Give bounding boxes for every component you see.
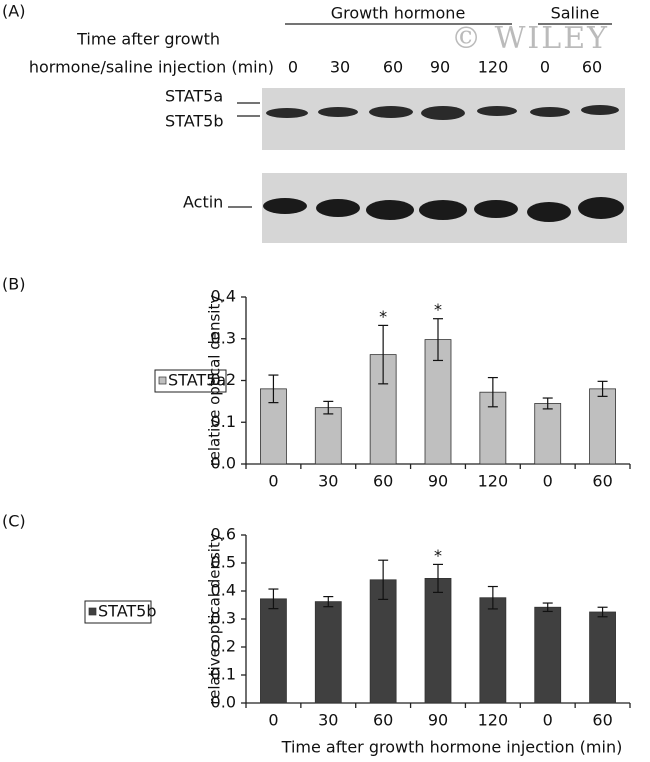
significance-mark: *	[434, 300, 442, 319]
bar	[314, 601, 342, 704]
legend-box	[154, 369, 227, 393]
x-tick-label: 90	[428, 472, 448, 491]
x-tick-label: 90	[428, 711, 448, 730]
error-bar	[487, 376, 498, 408]
lane-label: 60	[582, 58, 602, 77]
x-tick-label: 30	[318, 472, 338, 491]
bar	[314, 407, 342, 465]
legend-label: STAT5a	[168, 371, 226, 390]
error-bar	[487, 585, 498, 610]
band-label: Actin	[183, 193, 223, 212]
x-axis-label: Time after growth hormone injection (min…	[281, 738, 623, 757]
error-bar	[323, 595, 334, 608]
error-bar	[597, 606, 608, 618]
error-bar	[323, 400, 334, 415]
error-bar	[597, 380, 608, 397]
bar	[534, 606, 562, 704]
bar	[369, 579, 397, 704]
y-tick-label: 0.4	[211, 581, 236, 600]
y-tick-label: 0.1	[211, 412, 236, 431]
band-label: STAT5b	[165, 112, 224, 131]
lane-label: 120	[478, 58, 509, 77]
bar	[589, 388, 616, 465]
y-axis-label: relative optical density	[206, 295, 224, 467]
y-tick-label: 0.0	[211, 693, 236, 712]
bar	[424, 578, 452, 704]
legend-swatch	[88, 607, 97, 616]
y-tick-label: 0.4	[211, 287, 236, 306]
lane-label: 90	[430, 58, 450, 77]
error-bar	[433, 318, 443, 362]
x-tick-label: 0	[543, 711, 553, 730]
blot-bands	[266, 105, 619, 120]
x-tick-label: 120	[478, 711, 509, 730]
y-tick-label: 0.3	[211, 328, 236, 347]
y-tick-label: 0.1	[211, 665, 236, 684]
y-tick-label: 0.6	[211, 525, 236, 544]
bar	[260, 598, 287, 704]
x-tick-label: 60	[592, 711, 612, 730]
lane-label: 60	[383, 58, 403, 77]
group-label: Growth hormone	[331, 4, 466, 23]
time-label: hormone/saline injection (min)	[29, 58, 274, 77]
bar	[589, 611, 616, 704]
x-tick-label: 30	[318, 711, 338, 730]
y-tick-label: 0.5	[211, 553, 236, 572]
legend-swatch	[158, 376, 167, 385]
error-bar	[268, 588, 279, 610]
x-tick-label: 0	[543, 472, 553, 491]
panel-label: (B)	[2, 275, 25, 294]
legend-box	[84, 600, 152, 624]
group-label: Saline	[551, 4, 600, 23]
x-tick-label: 60	[592, 472, 612, 491]
band-label: STAT5a	[165, 87, 223, 106]
error-bar	[378, 324, 389, 385]
lane-label: 0	[540, 58, 550, 77]
x-tick-label: 0	[268, 472, 278, 491]
panel-label: (A)	[2, 2, 25, 21]
y-tick-label: 0.3	[211, 609, 236, 628]
lane-labels: 0 30 60 90 120 0 60	[288, 58, 602, 77]
time-label: Time after growth	[76, 30, 220, 49]
x-tick-label: 60	[373, 472, 393, 491]
y-tick-label: 0.0	[211, 454, 236, 473]
y-tick-label: 0.2	[211, 637, 236, 656]
legend-label: STAT5b	[98, 602, 157, 621]
x-tick-label: 60	[373, 711, 393, 730]
bar	[479, 391, 507, 465]
bar	[534, 403, 562, 465]
lane-label: 0	[288, 58, 298, 77]
x-tick-label: 0	[268, 711, 278, 730]
significance-mark: *	[434, 546, 442, 565]
y-tick-label: 0.2	[211, 370, 236, 389]
bar	[479, 597, 507, 704]
error-bar	[542, 602, 553, 613]
lane-label: 30	[330, 58, 350, 77]
blot-bands	[263, 197, 624, 222]
error-bar	[268, 374, 279, 404]
error-bar	[433, 563, 443, 594]
error-bar	[378, 559, 389, 601]
x-tick-label: 120	[478, 472, 509, 491]
error-bar	[542, 397, 553, 410]
watermark: © WILEY	[451, 21, 609, 56]
significance-mark: *	[379, 307, 387, 326]
y-axis-label: relative optical density	[206, 533, 224, 705]
panel-label: (C)	[2, 512, 26, 531]
